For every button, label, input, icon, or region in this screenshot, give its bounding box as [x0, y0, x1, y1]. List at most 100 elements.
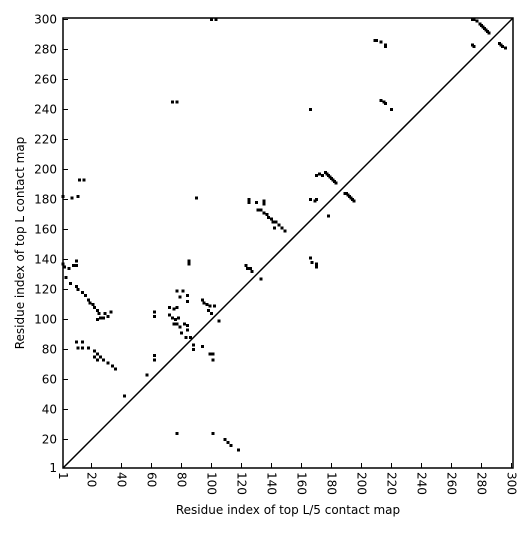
contact-point: [88, 301, 92, 305]
contact-point: [259, 208, 263, 212]
contact-point: [186, 300, 189, 303]
contact-point: [70, 196, 74, 200]
contact-point: [93, 349, 96, 353]
contact-point: [189, 336, 192, 339]
contact-point: [283, 229, 287, 233]
y-tick-label: 80: [42, 343, 57, 357]
contact-point: [208, 352, 212, 356]
contact-point: [223, 438, 227, 441]
contact-point: [84, 294, 87, 297]
contact-point: [309, 198, 312, 201]
contact-point: [334, 181, 338, 185]
contact-point: [250, 270, 254, 273]
contact-point: [76, 346, 80, 350]
contact-point: [277, 223, 281, 227]
contact-point: [184, 336, 188, 339]
contact-point: [186, 328, 189, 332]
y-tick-label: 260: [34, 73, 57, 87]
contact-point: [187, 262, 191, 266]
y-tick-label: 40: [42, 403, 57, 417]
contact-point: [172, 307, 176, 311]
contact-point: [202, 301, 206, 305]
contact-point: [207, 309, 210, 312]
contact-point: [210, 18, 213, 21]
contact-point: [321, 174, 324, 177]
contact-point: [472, 18, 476, 21]
x-tick-label: 80: [175, 472, 189, 487]
contact-point: [310, 261, 314, 264]
contact-point: [87, 346, 90, 350]
contact-point: [174, 318, 177, 321]
contact-point: [175, 322, 179, 326]
contact-point: [183, 322, 186, 326]
x-tick-label: 20: [85, 472, 99, 487]
contact-point: [211, 432, 215, 435]
contact-point: [247, 198, 251, 201]
x-tick-label: 240: [415, 472, 429, 495]
contact-point: [87, 298, 90, 302]
contact-point: [375, 39, 378, 42]
contact-point: [217, 319, 221, 323]
contact-point: [96, 358, 99, 362]
y-tick-label: 180: [34, 193, 57, 207]
contact-point: [390, 108, 393, 111]
contact-point: [153, 310, 156, 314]
x-tick-label: 140: [265, 472, 279, 495]
contact-point: [153, 354, 156, 357]
contact-point: [214, 18, 218, 21]
contact-point: [171, 100, 174, 104]
contact-point: [186, 324, 189, 327]
contact-point: [226, 441, 230, 444]
contact-point: [501, 45, 504, 48]
contact-point: [267, 216, 270, 219]
contact-point: [61, 262, 65, 266]
y-tick-label: 240: [34, 103, 57, 117]
contact-point: [205, 303, 209, 306]
contact-point: [76, 195, 80, 198]
contact-point: [472, 45, 476, 48]
contact-point: [96, 318, 99, 321]
contact-point: [244, 264, 248, 267]
y-tick-label: 200: [34, 163, 57, 177]
contact-point: [309, 256, 312, 260]
contact-point: [168, 313, 171, 317]
contact-point: [114, 367, 117, 371]
contact-point: [384, 102, 387, 105]
y-tick-label: 220: [34, 133, 57, 147]
contact-point: [246, 267, 249, 270]
x-tick-label: 100: [205, 472, 219, 495]
contact-point: [487, 31, 491, 35]
contact-point: [61, 195, 65, 198]
contact-point: [327, 214, 330, 218]
contact-point: [201, 298, 204, 302]
contact-point: [280, 226, 284, 230]
contact-point: [75, 285, 78, 288]
x-tick-label: 260: [445, 472, 459, 495]
x-tick-label: 300: [505, 472, 519, 495]
contact-point: [265, 213, 269, 216]
contact-point: [379, 40, 383, 44]
contact-point: [145, 373, 149, 377]
contact-point: [75, 264, 78, 267]
contact-point: [93, 355, 96, 359]
contact-point: [175, 289, 179, 293]
contact-point: [172, 322, 176, 326]
contact-point: [171, 316, 174, 320]
contact-point: [93, 306, 96, 309]
contact-point: [82, 178, 86, 182]
contact-point: [168, 306, 171, 309]
contact-point: [379, 99, 383, 102]
contact-point: [256, 208, 260, 212]
contact-point: [213, 304, 216, 308]
x-tick-label: 120: [235, 472, 249, 495]
contact-point: [315, 198, 318, 201]
contact-point: [103, 312, 107, 315]
plot-frame: [62, 17, 514, 469]
contact-point: [175, 432, 179, 435]
contact-point: [210, 312, 213, 315]
contact-point: [255, 201, 258, 204]
contact-point: [186, 294, 189, 297]
contact-point: [177, 316, 180, 320]
x-tick-label: 160: [295, 472, 309, 495]
contact-point: [262, 202, 266, 206]
